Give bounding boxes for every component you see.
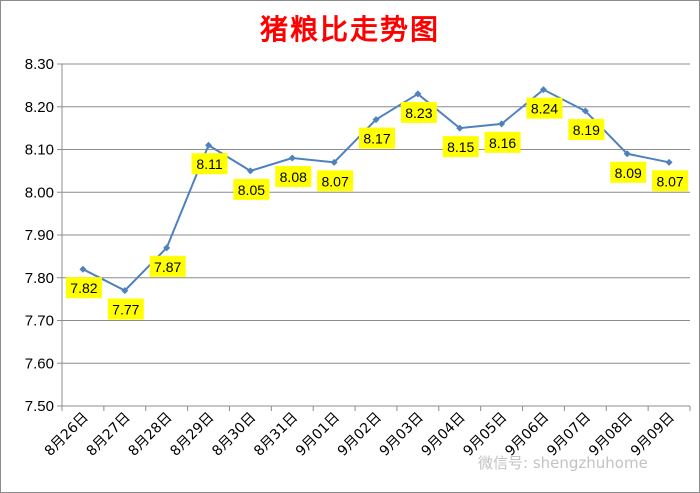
data-point xyxy=(665,158,673,166)
data-point xyxy=(121,287,129,295)
data-label: 7.82 xyxy=(70,280,97,296)
data-point xyxy=(79,265,87,273)
data-label-bg xyxy=(65,277,102,299)
data-label: 8.16 xyxy=(489,135,516,151)
x-tick-label: 8月29日 xyxy=(167,410,217,460)
y-tick-label: 8.30 xyxy=(25,56,54,73)
data-label: 8.07 xyxy=(656,173,683,189)
data-label-bg xyxy=(526,97,563,119)
data-label-bg xyxy=(317,170,354,192)
watermark-text: 微信号: shengzhuhome xyxy=(478,454,648,472)
data-point xyxy=(163,244,171,252)
data-point xyxy=(330,158,338,166)
x-tick-label: 8月28日 xyxy=(125,410,175,460)
x-tick-label: 8月26日 xyxy=(42,410,92,460)
x-tick-label: 9月04日 xyxy=(419,410,469,460)
x-tick-label: 9月01日 xyxy=(293,410,343,460)
data-label: 8.08 xyxy=(280,169,307,185)
data-label-bg xyxy=(400,101,437,123)
data-label: 8.05 xyxy=(238,182,265,198)
y-tick-label: 7.80 xyxy=(25,270,54,287)
y-tick-label: 8.10 xyxy=(25,142,54,159)
data-point xyxy=(539,86,547,94)
data-label-bg xyxy=(107,298,144,320)
x-tick-label: 9月02日 xyxy=(335,410,385,460)
data-label-bg xyxy=(484,131,521,153)
data-label-bg xyxy=(652,170,689,192)
x-tick-label: 8月31日 xyxy=(251,410,301,460)
y-tick-label: 8.00 xyxy=(25,184,54,201)
data-label: 8.09 xyxy=(615,165,642,181)
data-label-bg xyxy=(610,161,647,183)
data-point xyxy=(456,124,464,132)
data-label: 8.19 xyxy=(573,122,600,138)
y-tick-label: 7.50 xyxy=(25,398,54,415)
y-tick-label: 7.90 xyxy=(25,227,54,244)
data-label: 8.11 xyxy=(196,156,222,172)
series-line xyxy=(79,86,673,295)
data-label: 8.24 xyxy=(531,101,558,117)
x-tick-label: 9月03日 xyxy=(377,410,427,460)
data-point xyxy=(205,141,213,149)
data-label-bg xyxy=(275,166,312,188)
data-point xyxy=(581,107,589,115)
data-label-bg xyxy=(568,119,605,141)
y-tick-label: 7.60 xyxy=(25,355,54,372)
x-tick-label: 8月27日 xyxy=(84,410,134,460)
data-label-bg xyxy=(191,153,228,175)
data-label: 8.15 xyxy=(447,139,474,155)
data-label-bg xyxy=(359,127,395,149)
data-point xyxy=(414,90,422,98)
data-point xyxy=(372,116,380,124)
data-point xyxy=(623,150,631,158)
data-labels: 7.82 7.77 7.87 8.11 8.05 8.08 8.07 8.17 8.23 8.15… xyxy=(65,97,689,320)
data-label: 7.87 xyxy=(154,259,181,275)
y-axis-ticks: 7.50 7.60 7.70 7.80 7.90 8.00 8.10 8.20 8.30 xyxy=(25,56,54,415)
chart-title: 猪粮比走势图 xyxy=(259,13,440,46)
data-label-bg xyxy=(233,178,270,200)
gridlines xyxy=(62,63,690,364)
data-point xyxy=(288,154,296,162)
y-tick-label: 7.70 xyxy=(25,313,54,330)
y-tick-label: 8.20 xyxy=(25,99,54,116)
data-label-bg xyxy=(442,136,479,158)
x-tick-label: 8月30日 xyxy=(209,410,259,460)
data-point xyxy=(246,167,254,175)
data-label: 8.23 xyxy=(405,105,432,121)
data-label: 8.17 xyxy=(363,131,390,147)
data-label: 8.07 xyxy=(322,173,349,189)
axes xyxy=(57,63,691,411)
data-label: 7.77 xyxy=(112,302,139,318)
data-label-bg xyxy=(149,255,186,277)
data-point xyxy=(498,120,506,128)
